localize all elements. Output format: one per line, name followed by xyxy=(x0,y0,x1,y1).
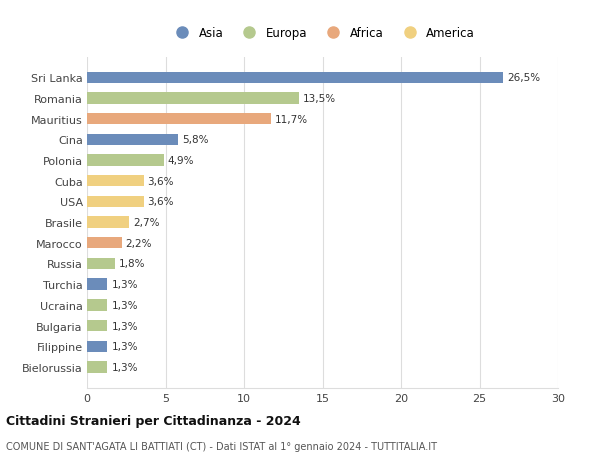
Bar xyxy=(87,258,115,269)
Bar xyxy=(87,320,107,331)
Bar xyxy=(87,341,107,352)
Text: 2,2%: 2,2% xyxy=(125,238,152,248)
Text: 1,3%: 1,3% xyxy=(112,300,138,310)
Bar xyxy=(87,238,122,249)
Text: 11,7%: 11,7% xyxy=(275,114,308,124)
Text: COMUNE DI SANT'AGATA LI BATTIATI (CT) - Dati ISTAT al 1° gennaio 2024 - TUTTITAL: COMUNE DI SANT'AGATA LI BATTIATI (CT) - … xyxy=(6,441,437,451)
Text: 3,6%: 3,6% xyxy=(148,197,174,207)
Text: 4,9%: 4,9% xyxy=(168,156,194,166)
Bar xyxy=(87,134,178,146)
Bar xyxy=(87,176,143,187)
Bar xyxy=(87,114,271,125)
Text: 1,3%: 1,3% xyxy=(112,280,138,290)
Text: 2,7%: 2,7% xyxy=(133,218,160,228)
Bar xyxy=(87,279,107,290)
Text: 13,5%: 13,5% xyxy=(303,94,336,104)
Bar xyxy=(87,300,107,311)
Bar xyxy=(87,155,164,166)
Bar xyxy=(87,217,130,228)
Text: 1,3%: 1,3% xyxy=(112,362,138,372)
Bar xyxy=(87,362,107,373)
Text: 26,5%: 26,5% xyxy=(507,73,540,83)
Text: 1,3%: 1,3% xyxy=(112,341,138,352)
Bar xyxy=(87,196,143,207)
Bar xyxy=(87,73,503,84)
Legend: Asia, Europa, Africa, America: Asia, Europa, Africa, America xyxy=(167,23,478,44)
Bar xyxy=(87,93,299,104)
Text: 1,8%: 1,8% xyxy=(119,259,146,269)
Text: 1,3%: 1,3% xyxy=(112,321,138,331)
Text: 5,8%: 5,8% xyxy=(182,135,208,145)
Text: 3,6%: 3,6% xyxy=(148,176,174,186)
Text: Cittadini Stranieri per Cittadinanza - 2024: Cittadini Stranieri per Cittadinanza - 2… xyxy=(6,414,301,428)
